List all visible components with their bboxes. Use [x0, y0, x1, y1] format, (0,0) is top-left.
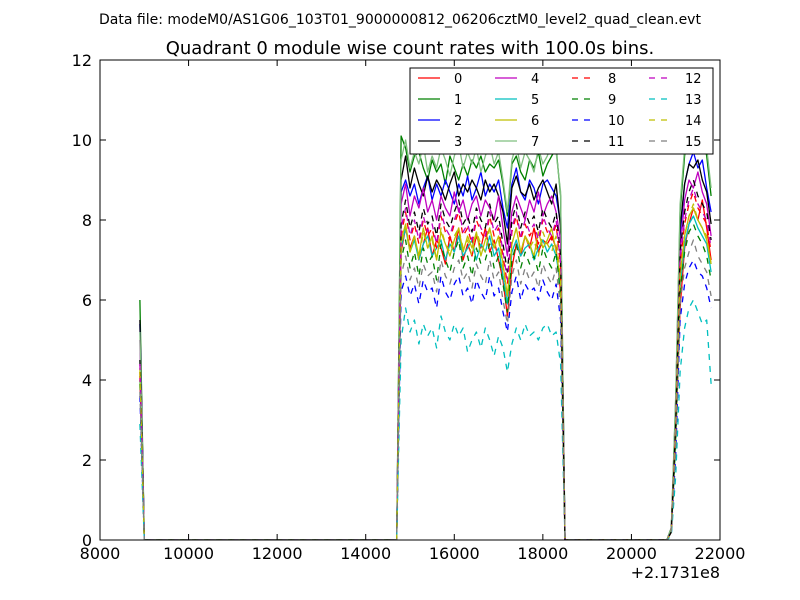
axis-ticks: 8000 10000 12000 14000 16000 18000 20000 22000 0… — [72, 51, 746, 563]
legend-label-7: 7 — [531, 135, 539, 150]
legend-label-10: 10 — [608, 114, 625, 129]
series-line-10 — [139, 259, 712, 540]
y-tick-label: 6 — [82, 291, 92, 310]
legend-label-3: 3 — [454, 135, 462, 150]
legend-label-2: 2 — [454, 114, 462, 129]
y-tick-label: 0 — [82, 531, 92, 550]
legend-label-1: 1 — [454, 93, 462, 108]
plot-frame — [99, 59, 721, 541]
x-tick-label: 8000 — [80, 544, 121, 563]
legend-label-14: 14 — [685, 114, 702, 129]
legend-label-5: 5 — [531, 93, 539, 108]
y-tick-label: 2 — [82, 451, 92, 470]
legend-label-11: 11 — [608, 135, 625, 150]
legend-label-15: 15 — [685, 135, 702, 150]
x-tick-label: 10000 — [163, 544, 214, 563]
x-tick-label: 22000 — [695, 544, 746, 563]
x-tick-label: 12000 — [252, 544, 303, 563]
y-tick-label: 4 — [82, 371, 92, 390]
x-tick-label: 20000 — [606, 544, 657, 563]
legend-label-0: 0 — [454, 72, 462, 87]
legend-label-4: 4 — [531, 72, 539, 87]
x-tick-label: 14000 — [340, 544, 391, 563]
y-tick-label: 12 — [72, 51, 92, 70]
legend-label-9: 9 — [608, 93, 616, 108]
chart-title: Quadrant 0 module wise count rates with … — [166, 38, 655, 59]
legend-box — [409, 67, 714, 155]
legend-label-8: 8 — [608, 72, 616, 87]
legend-label-6: 6 — [531, 114, 539, 129]
y-tick-label: 10 — [72, 131, 92, 150]
x-offset-label: +2.1731e8 — [631, 563, 720, 582]
series-line-15 — [139, 239, 712, 540]
data-file-label: Data file: modeM0/AS1G06_103T01_90000008… — [99, 12, 701, 28]
x-tick-label: 16000 — [429, 544, 480, 563]
series-line-13 — [139, 299, 712, 540]
legend-label-12: 12 — [685, 72, 702, 87]
x-tick-label: 18000 — [517, 544, 568, 563]
legend-label-13: 13 — [685, 93, 702, 108]
y-tick-label: 8 — [82, 211, 92, 230]
